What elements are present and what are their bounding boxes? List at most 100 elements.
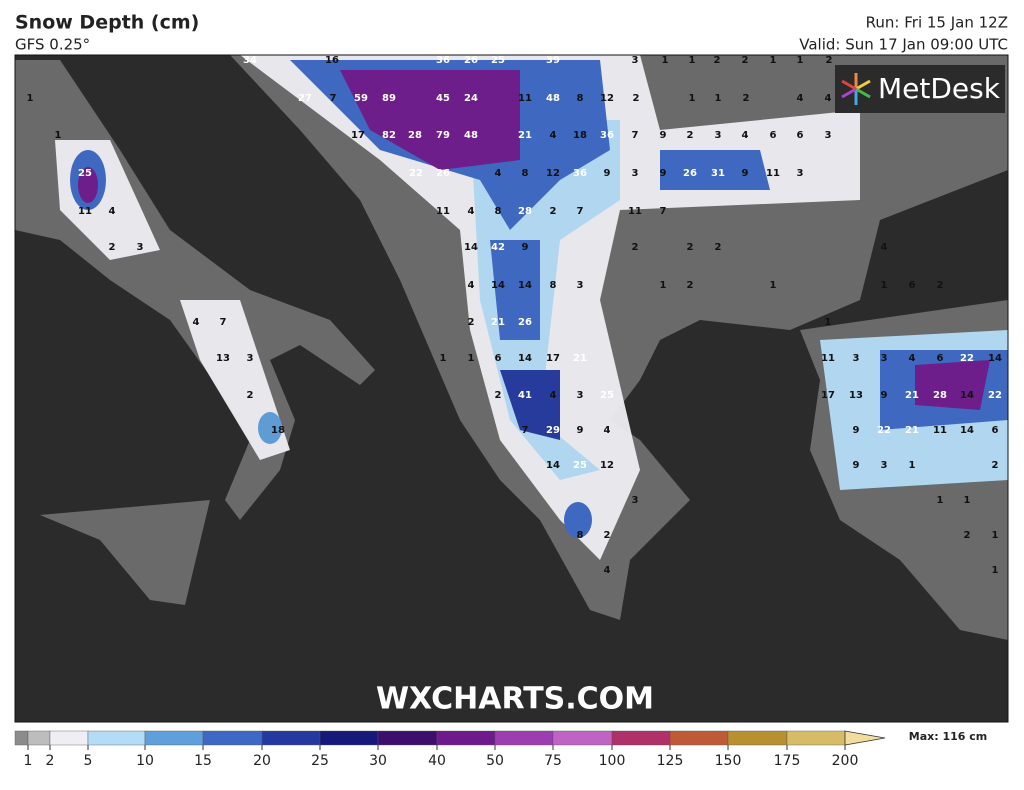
brand-name: MetDesk [878, 72, 1001, 105]
snow-depth-label: 22 [988, 390, 1002, 401]
snow-depth-label: 36 [573, 168, 587, 179]
legend-swatch [319, 730, 379, 746]
snow-depth-label: 1 [797, 55, 804, 66]
snow-depth-label: 8 [522, 168, 529, 179]
snow-depth-label: 7 [330, 93, 337, 104]
snow-depth-label: 4 [825, 93, 832, 104]
snow-depth-label: 26 [683, 168, 697, 179]
legend-tick-label: 150 [715, 753, 742, 769]
snow-depth-label: 45 [436, 93, 450, 104]
snow-depth-label: 14 [491, 280, 505, 291]
map-labels: 34 16 36 26 25 39 3 1 1 2 2 1 1 21 27 7 59 89 45 24 11 48 8 12 2… [27, 55, 1002, 576]
snow-depth-label: 3 [577, 280, 584, 291]
snow-depth-label: 2 [687, 242, 694, 253]
snow-depth-label: 21 [905, 390, 919, 401]
snow-depth-label: 26 [436, 168, 450, 179]
snow-depth-label: 17 [351, 130, 365, 141]
snow-depth-label: 4 [742, 130, 749, 141]
snow-depth-label: 82 [382, 130, 396, 141]
snow-depth-label: 39 [546, 55, 560, 66]
snow-depth-label: 11 [628, 206, 642, 217]
snow-depth-label: 4 [881, 242, 888, 253]
brand-logo: MetDesk [835, 65, 1005, 113]
snow-depth-label: 17 [546, 353, 560, 364]
snow-depth-label: 41 [518, 390, 532, 401]
snow-depth-label: 25 [573, 460, 587, 471]
snow-depth-label: 14 [960, 425, 974, 436]
legend-swatch [87, 730, 146, 746]
snow-depth-label: 2 [992, 460, 999, 471]
snow-depth-label: 9 [742, 168, 749, 179]
legend-swatch [144, 730, 204, 746]
snow-depth-label: 11 [518, 93, 532, 104]
snow-depth-label: 7 [577, 206, 584, 217]
snow-depth-label: 9 [881, 390, 888, 401]
snow-depth-label: 11 [78, 206, 92, 217]
snow-depth-label: 3 [247, 353, 254, 364]
snow-depth-label: 2 [964, 530, 971, 541]
snow-depth-label: 2 [937, 280, 944, 291]
snow-depth-label: 79 [436, 130, 450, 141]
snow-depth-label: 3 [632, 495, 639, 506]
snow-depth-label: 28 [518, 206, 532, 217]
snow-depth-label: 6 [909, 280, 916, 291]
snow-cover [55, 55, 1008, 560]
legend-tick-label: 1 [24, 753, 33, 769]
legend-tick-label: 175 [774, 753, 801, 769]
watermark: WXCHARTS.COM [376, 682, 654, 717]
legend-tick-label: 20 [253, 753, 271, 769]
snow-depth-label: 26 [464, 55, 478, 66]
snow-depth-label: 9 [522, 242, 529, 253]
legend-swatch [202, 730, 263, 746]
snow-depth-label: 2 [468, 317, 475, 328]
logo-box [835, 65, 1005, 113]
snow-depth-label: 9 [853, 425, 860, 436]
map: 34 16 36 26 25 39 3 1 1 2 2 1 1 21 27 7 59 89 45 24 11 48 8 12 2… [14, 54, 1009, 723]
legend-swatch [49, 730, 89, 746]
snow-depth-label: 6 [770, 130, 777, 141]
snow-depth-label: 26 [518, 317, 532, 328]
snow-depth-label: 22 [877, 425, 891, 436]
snow-depth-label: 2 [687, 280, 694, 291]
snow-depth-label: 2 [633, 93, 640, 104]
snow-depth-label: 12 [546, 168, 560, 179]
snow-depth-label: 1 [55, 130, 62, 141]
snow-depth-label: 14 [518, 353, 532, 364]
snow-depth-label: 34 [243, 55, 257, 66]
model-name: GFS 0.25° [15, 36, 90, 54]
legend-tick-label: 30 [369, 753, 387, 769]
legend-swatch [494, 730, 554, 746]
legend-swatch [261, 730, 321, 746]
snow-depth-label: 2 [247, 390, 254, 401]
legend-swatch [611, 730, 671, 746]
snow-depth-label: 2 [826, 55, 833, 66]
snow-depth-label: 29 [546, 425, 560, 436]
snow-depth-label: 14 [518, 280, 532, 291]
land-sicily [40, 500, 210, 605]
snow-depth-label: 1 [468, 353, 475, 364]
legend-tick-label: 5 [84, 753, 93, 769]
snow-depth-label: 1 [881, 280, 888, 291]
snow-depth-label: 3 [632, 168, 639, 179]
snow-depth-label: 24 [464, 93, 478, 104]
map-title: Snow Depth (cm) [15, 12, 199, 34]
snow-depth-label: 1 [825, 317, 832, 328]
snow-depth-label: 1 [770, 55, 777, 66]
snow-depth-label: 4 [797, 93, 804, 104]
snow-depth-label: 1 [660, 280, 667, 291]
snow-depth-label: 11 [821, 353, 835, 364]
snow-depth-label: 4 [604, 425, 611, 436]
map-frame [14, 54, 1009, 723]
snow-depth-label: 2 [495, 390, 502, 401]
snow-depth-label: 11 [933, 425, 947, 436]
snow-depth-label: 4 [550, 130, 557, 141]
snow-depth-label: 6 [937, 353, 944, 364]
snow-depth-label: 2 [632, 242, 639, 253]
snow-depth-label: 25 [600, 390, 614, 401]
snow-depth-label: 7 [632, 130, 639, 141]
legend-arrow [844, 730, 886, 746]
snow-depth-label: 42 [491, 242, 505, 253]
legend-tick-label: 40 [428, 753, 446, 769]
